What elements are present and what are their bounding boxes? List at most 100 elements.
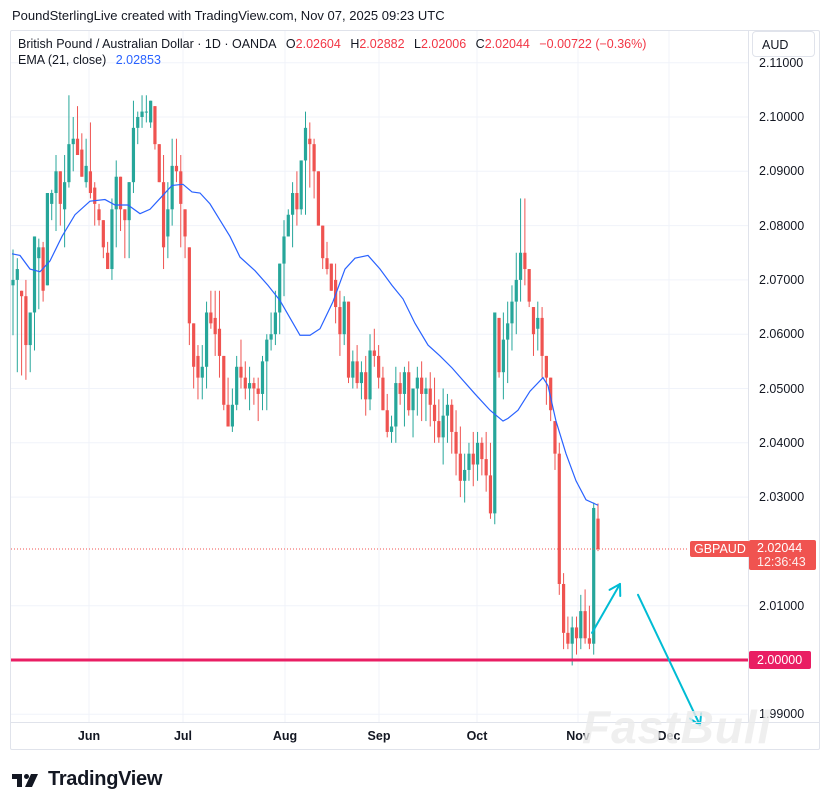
candle-body bbox=[269, 334, 273, 340]
candle-body bbox=[161, 182, 166, 248]
candle-body bbox=[561, 583, 566, 633]
price-tick-label: 2.05000 bbox=[759, 381, 805, 396]
candle-body bbox=[346, 301, 351, 378]
last-price-tag: 2.02044 12:36:43 bbox=[749, 540, 816, 570]
chart-legend: British Pound / Australian Dollar · 1D ·… bbox=[18, 36, 646, 68]
candle-body bbox=[84, 165, 88, 183]
candle-body bbox=[536, 317, 540, 329]
time-tick-label: Jun bbox=[77, 729, 101, 743]
candle-body bbox=[501, 339, 505, 373]
candle-body bbox=[278, 263, 282, 313]
candle-body bbox=[196, 355, 200, 378]
candle-body bbox=[557, 453, 561, 584]
ohlc-row: British Pound / Australian Dollar · 1D ·… bbox=[18, 36, 646, 52]
candle-body bbox=[290, 193, 295, 215]
bar-countdown: 12:36:43 bbox=[757, 555, 806, 569]
candle-body bbox=[149, 100, 153, 123]
candle-body bbox=[454, 431, 458, 454]
candle-body bbox=[596, 518, 600, 550]
candle-body bbox=[226, 404, 230, 427]
candle-body bbox=[67, 144, 71, 183]
change-value: −0.00722 (−0.36%) bbox=[539, 37, 647, 51]
candle-body bbox=[75, 138, 80, 156]
tradingview-logo-icon bbox=[12, 773, 38, 787]
candle-body bbox=[437, 421, 441, 438]
candle-body bbox=[497, 317, 501, 373]
candle-body bbox=[204, 312, 209, 367]
candle-body bbox=[407, 372, 411, 411]
candle-body bbox=[265, 339, 269, 362]
candle-body bbox=[351, 361, 355, 378]
level-price-tag: 2.00000 bbox=[749, 651, 811, 669]
candle-body bbox=[217, 328, 222, 356]
candle-body bbox=[260, 361, 265, 394]
time-tick-label: Oct bbox=[466, 729, 488, 743]
candle-body bbox=[450, 404, 454, 432]
candle-body bbox=[372, 350, 376, 356]
candle-body bbox=[424, 388, 428, 394]
candle-body bbox=[364, 372, 368, 400]
candle-body bbox=[312, 144, 316, 172]
candle-body bbox=[420, 377, 424, 394]
candle-body bbox=[200, 366, 204, 378]
candle-body bbox=[71, 138, 75, 145]
candle-body bbox=[179, 171, 183, 204]
high-label: H bbox=[350, 37, 360, 51]
candle-body bbox=[587, 638, 591, 644]
ema-label[interactable]: EMA (21, close) bbox=[18, 53, 107, 67]
candle-body bbox=[553, 421, 557, 454]
symbol-description[interactable]: British Pound / Australian Dollar · 1D ·… bbox=[18, 37, 277, 51]
candle-body bbox=[441, 415, 445, 438]
close-label: C bbox=[475, 37, 485, 51]
candle-body bbox=[574, 627, 579, 639]
price-tick-label: 1.99000 bbox=[759, 707, 805, 722]
candle-body bbox=[428, 388, 432, 405]
candle-body bbox=[325, 258, 329, 270]
chart-credit: PoundSterlingLive created with TradingVi… bbox=[12, 8, 445, 23]
last-price-value: 2.02044 bbox=[757, 541, 803, 555]
high-value: 2.02882 bbox=[359, 37, 405, 51]
candle-body bbox=[583, 611, 587, 639]
candle-body bbox=[24, 296, 28, 346]
candle-body bbox=[209, 312, 213, 324]
candle-body bbox=[445, 404, 450, 416]
candle-body bbox=[11, 279, 15, 286]
candle-body bbox=[213, 317, 217, 335]
time-tick-label: Aug bbox=[272, 729, 298, 743]
candle-body bbox=[329, 263, 333, 291]
candle-body bbox=[510, 301, 514, 324]
symbol-price-tag: GBPAUD bbox=[690, 541, 750, 557]
candle-body bbox=[45, 193, 50, 286]
candle-body bbox=[110, 209, 114, 270]
candle-body bbox=[286, 214, 290, 237]
candle-body bbox=[80, 149, 84, 177]
time-tick-label: Sep bbox=[367, 729, 391, 743]
price-tick-label: 2.09000 bbox=[759, 164, 805, 179]
candle-body bbox=[127, 182, 131, 221]
candle-body bbox=[377, 355, 381, 378]
candle-body bbox=[239, 366, 243, 378]
projection-arrow-icon bbox=[591, 582, 622, 634]
candle-body bbox=[368, 350, 372, 400]
tradingview-logo[interactable]: TradingView bbox=[12, 768, 162, 791]
candle-body bbox=[157, 144, 161, 183]
time-tick-label: Dec bbox=[657, 729, 681, 743]
time-tick-label: Jul bbox=[173, 729, 193, 743]
low-label: L bbox=[414, 37, 421, 51]
currency-button[interactable]: AUD bbox=[752, 31, 815, 57]
candle-body bbox=[273, 312, 277, 335]
candle-body bbox=[415, 377, 419, 389]
price-tick-label: 2.03000 bbox=[759, 490, 805, 505]
candle-body bbox=[480, 442, 484, 460]
candle-body bbox=[136, 117, 140, 128]
price-axis-divider bbox=[748, 30, 749, 722]
chart-frame bbox=[10, 30, 820, 750]
candle-body bbox=[308, 138, 312, 145]
candle-body bbox=[398, 383, 402, 394]
projection-arrow-icon bbox=[637, 593, 703, 727]
candle-body bbox=[235, 366, 239, 405]
candle-body bbox=[463, 469, 467, 481]
candle-body bbox=[488, 475, 493, 514]
candle-body bbox=[93, 187, 97, 204]
